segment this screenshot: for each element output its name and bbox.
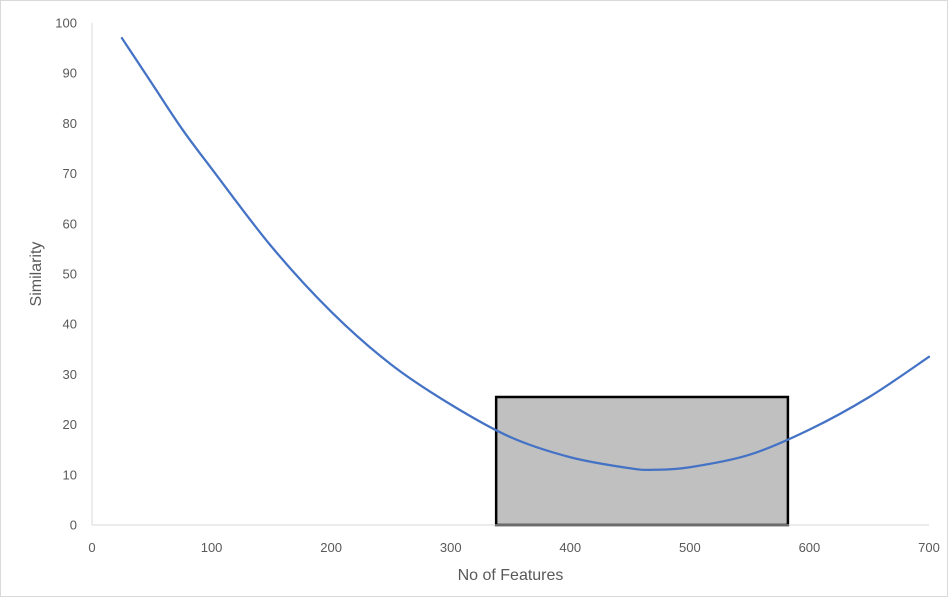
y-tick-label: 50 bbox=[63, 267, 77, 282]
y-tick-label: 80 bbox=[63, 116, 77, 131]
y-tick-label: 40 bbox=[63, 317, 77, 332]
series-line bbox=[120, 36, 931, 472]
x-tick-label: 500 bbox=[679, 540, 701, 555]
x-axis-title: No of Features bbox=[458, 567, 564, 584]
x-tick-label: 200 bbox=[320, 540, 342, 555]
x-tick-label: 400 bbox=[559, 540, 581, 555]
y-tick-label: 10 bbox=[63, 467, 77, 482]
y-tick-label: 100 bbox=[55, 16, 77, 31]
x-tick-label: 300 bbox=[440, 540, 462, 555]
x-tick-label: 600 bbox=[799, 540, 821, 555]
x-tick-label: 0 bbox=[88, 540, 95, 555]
y-tick-label: 90 bbox=[63, 66, 77, 81]
highlight-box bbox=[494, 395, 790, 527]
x-tick-label: 100 bbox=[201, 540, 223, 555]
y-axis-title: Similarity bbox=[28, 242, 45, 307]
y-tick-label: 30 bbox=[63, 367, 77, 382]
x-tick-label: 700 bbox=[918, 540, 940, 555]
y-tick-label: 0 bbox=[70, 518, 77, 533]
y-tick-label: 60 bbox=[63, 216, 77, 231]
y-tick-label: 70 bbox=[63, 166, 77, 181]
y-tick-label: 20 bbox=[63, 417, 77, 432]
